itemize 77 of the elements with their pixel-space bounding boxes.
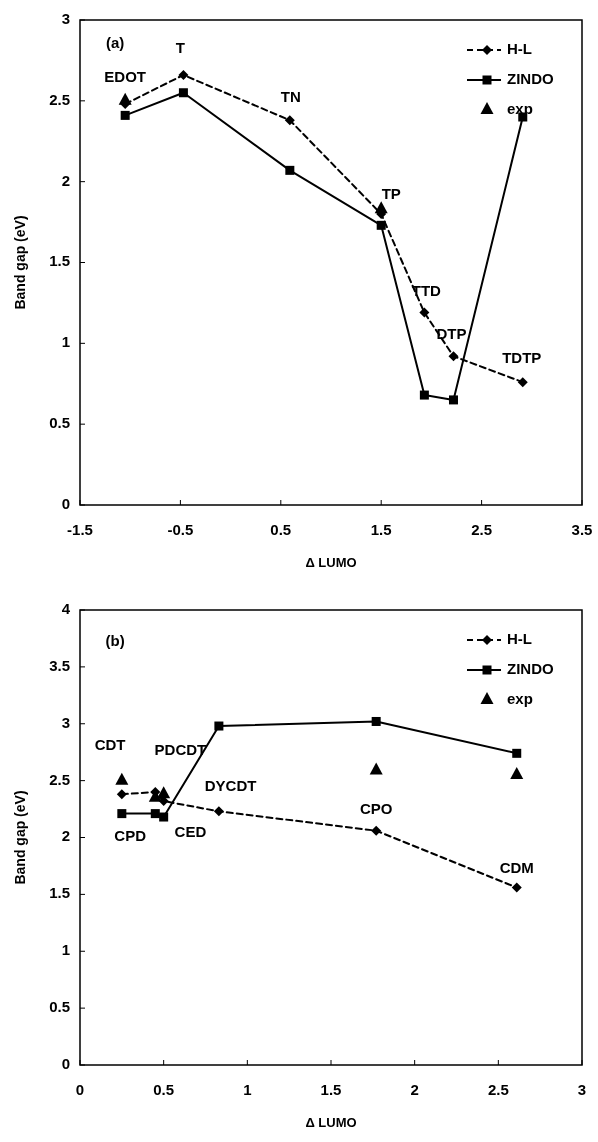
point [116,789,127,800]
annotation: TN [280,87,301,105]
x-tick-label: 2.5 [471,521,493,538]
annotation: (b) [105,631,125,649]
point [448,351,459,362]
point [284,115,295,126]
point [376,220,386,230]
legend-label: ZINDO [507,659,554,677]
y-tick-label: 0.5 [49,414,70,432]
y-axis-title: Band gap (eV) [12,215,28,310]
point [178,88,188,98]
legend-label: exp [507,689,533,707]
y-tick-label: 1.5 [49,252,70,270]
x-tick-label: 3 [577,1081,587,1098]
point [120,110,130,120]
x-tick-label: 1.5 [370,521,392,538]
point [371,716,381,726]
x-tick-label: 2.5 [487,1081,509,1098]
point [419,307,430,318]
y-tick-label: 0 [61,1054,70,1072]
x-tick-label: 0.5 [270,521,292,538]
annotation: CPD [114,827,147,845]
annotation: DTP [436,325,467,343]
legend-label: H-L [507,629,532,647]
annotation: TDTP [502,349,542,367]
x-tick-label: 0.5 [153,1081,175,1098]
y-tick-label: 4 [61,599,71,617]
point [115,772,129,785]
x-tick-label: -1.5 [67,521,93,538]
x-tick-label: 3.5 [571,521,593,538]
x-axis-title: Δ LUMO [305,555,357,570]
y-tick-label: 1 [61,333,70,351]
x-axis-title: Δ LUMO [305,1115,357,1130]
y-tick-label: 1.5 [49,884,70,902]
y-tick-label: 1 [61,941,70,959]
y-tick-label: 2 [61,827,70,845]
annotation: DYCDT [204,777,257,795]
y-tick-label: 2 [61,171,70,189]
annotation: TP [381,184,401,202]
annotation: CDM [499,859,534,877]
point [371,825,382,836]
point [178,69,189,80]
x-tick-label: 2 [410,1081,419,1098]
point [159,812,169,822]
y-tick-label: 3 [61,9,70,27]
y-tick-label: 0 [61,494,70,512]
annotation: CDT [94,736,126,754]
x-tick-label: -0.5 [167,521,194,538]
point [512,748,522,758]
y-tick-label: 3 [61,713,70,731]
y-axis-title: Band gap (eV) [12,790,28,885]
point [510,766,524,779]
point [419,390,429,400]
point [213,806,224,817]
x-tick-label: 1.5 [320,1081,342,1098]
point [117,809,127,819]
y-tick-label: 0.5 [49,998,70,1016]
point [150,809,160,819]
point [214,721,224,731]
annotation: TTD [411,281,442,299]
x-tick-label: 0 [75,1081,85,1098]
y-tick-label: 3.5 [49,656,70,674]
point [369,762,383,775]
annotation: CPO [359,800,393,818]
point [448,395,458,405]
point [517,377,528,388]
annotation: EDOT [104,68,147,86]
point [511,882,522,893]
y-tick-label: 2.5 [49,770,70,788]
annotation: (a) [105,34,125,52]
legend-label: ZINDO [507,69,554,87]
legend-label: H-L [507,39,532,57]
y-tick-label: 2.5 [49,90,70,108]
annotation: T [175,39,185,57]
point [285,165,295,175]
annotation: CED [174,822,207,840]
x-tick-label: 1 [243,1081,252,1098]
